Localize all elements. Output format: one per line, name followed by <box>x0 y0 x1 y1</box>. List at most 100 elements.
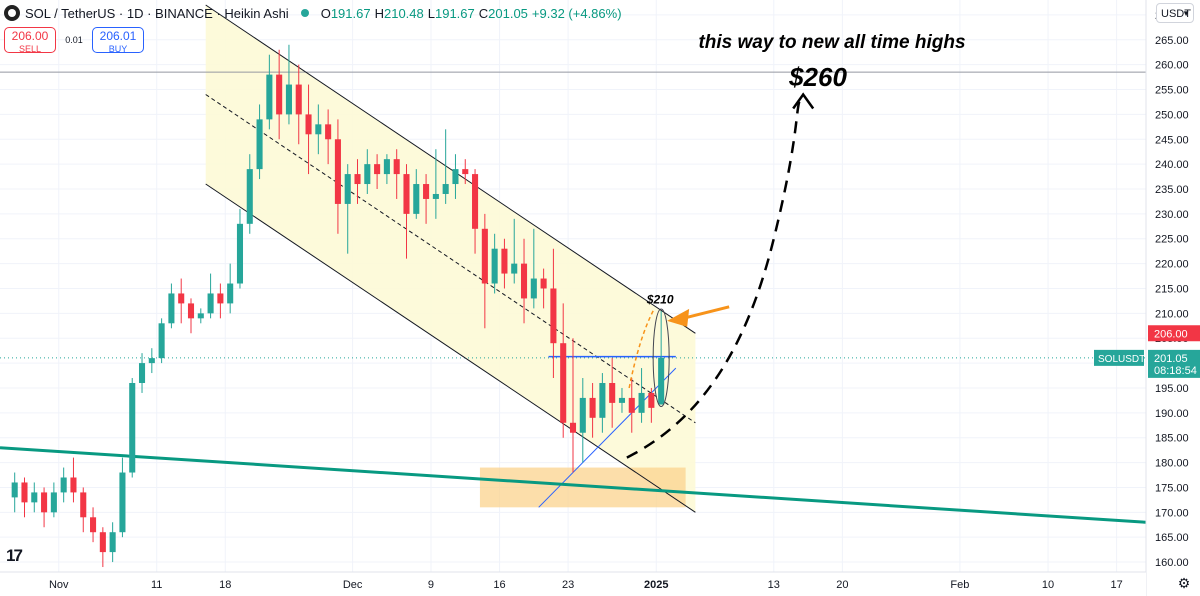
candle-body <box>305 114 312 135</box>
candle-body <box>60 477 67 493</box>
buy-button[interactable]: 206.01 BUY <box>92 27 144 54</box>
candle <box>266 54 273 130</box>
y-tick-label: 265.00 <box>1155 35 1189 47</box>
orange-dashed-path <box>628 310 654 389</box>
y-tick-label: 235.00 <box>1155 184 1189 196</box>
candle-body <box>452 169 459 185</box>
candle <box>334 119 341 234</box>
candle-body <box>187 303 195 319</box>
countdown-text: 08:18:54 <box>1154 365 1197 377</box>
candle-body <box>364 164 371 185</box>
candle-body <box>442 184 449 194</box>
candle-body <box>393 159 400 175</box>
candle-body <box>109 532 116 553</box>
candle <box>423 174 430 224</box>
candle-body <box>246 169 253 224</box>
gear-icon[interactable]: ⚙ <box>1177 575 1191 591</box>
candle-body <box>129 382 136 473</box>
candle <box>540 268 547 309</box>
y-tick-label: 230.00 <box>1155 209 1189 221</box>
y-tick-label: 255.00 <box>1155 85 1189 97</box>
candle-body <box>638 392 645 413</box>
x-tick-label: 18 <box>219 579 231 591</box>
highlight-ellipse <box>652 308 670 408</box>
candle-body <box>178 293 185 304</box>
candle <box>569 338 577 473</box>
candle-body <box>148 358 155 364</box>
candle <box>168 283 175 329</box>
y-tick-label: 250.00 <box>1155 109 1189 121</box>
candle-body <box>481 228 488 284</box>
y-tick-label: 260.00 <box>1155 60 1189 72</box>
candle <box>501 238 508 289</box>
candle <box>472 169 479 254</box>
chart-legend: SOL / TetherUS · 1D · BINANCE · Heikin A… <box>4 3 622 23</box>
candle <box>648 387 655 423</box>
candle-body <box>540 278 547 289</box>
candle <box>579 378 586 463</box>
y-tick-label: 195.00 <box>1155 383 1189 395</box>
x-tick-label: 11 <box>151 579 162 591</box>
candle-body <box>334 139 341 204</box>
close-value: 201.05 <box>488 5 528 21</box>
candle <box>354 159 361 204</box>
sell-button[interactable]: 206.00 SELL <box>4 27 56 54</box>
x-tick-label: Dec <box>343 579 363 591</box>
candle <box>609 358 616 428</box>
last-price-text: 201.05 <box>1154 353 1188 365</box>
y-tick-label: 180.00 <box>1155 458 1189 470</box>
candle-body <box>530 278 537 299</box>
symbol-title[interactable]: SOL / TetherUS · 1D · BINANCE · Heikin A… <box>25 5 289 21</box>
candle <box>305 84 312 175</box>
candle-body <box>50 492 57 513</box>
candle-body <box>21 482 28 503</box>
candle <box>432 149 439 219</box>
candle <box>530 228 537 309</box>
candle-body <box>423 184 430 199</box>
candle <box>315 104 322 155</box>
candle-body <box>609 382 616 403</box>
candle <box>589 382 596 438</box>
sell-label: SELL <box>18 44 42 54</box>
y-tick-label: 160.00 <box>1155 557 1189 569</box>
candle <box>119 457 126 538</box>
candle <box>481 213 488 329</box>
candle-body <box>432 193 439 199</box>
y-tick-label: 175.00 <box>1155 482 1189 494</box>
tradingview-logo-icon: 17 <box>6 546 23 565</box>
change-value: +9.32 (+4.86%) <box>531 5 622 21</box>
candles <box>11 44 665 568</box>
x-tick-label: 9 <box>428 579 434 591</box>
candle <box>80 487 87 533</box>
candle <box>21 477 28 518</box>
close-label: C <box>478 5 489 21</box>
ask-price-text: 206.00 <box>1154 328 1188 340</box>
candle <box>628 378 635 433</box>
candle-body <box>599 382 606 418</box>
candle-body <box>227 283 234 304</box>
candle <box>60 467 67 503</box>
candle-body <box>491 248 498 284</box>
currency-select[interactable]: USDT ▼ <box>1156 3 1194 23</box>
candle-body <box>472 174 479 229</box>
y-tick-label: 220.00 <box>1155 259 1189 271</box>
candle <box>99 527 106 568</box>
candle <box>344 164 351 254</box>
y-tick-label: 225.00 <box>1155 234 1189 246</box>
trade-buttons: 206.00 SELL 0.01 206.01 BUY <box>4 27 144 54</box>
y-tick-label: 240.00 <box>1155 159 1189 171</box>
candle-body <box>354 174 361 185</box>
orange-arrowhead <box>667 308 690 327</box>
candle-body <box>41 492 48 513</box>
candle-body <box>403 174 410 214</box>
candle-body <box>70 477 77 493</box>
high-value: 210.48 <box>383 5 424 21</box>
candle-body <box>236 223 244 284</box>
candle <box>413 169 420 219</box>
candle-body <box>285 84 292 115</box>
candle <box>207 273 214 319</box>
candle <box>256 104 263 180</box>
candle <box>658 310 665 405</box>
candle-body <box>658 357 665 405</box>
